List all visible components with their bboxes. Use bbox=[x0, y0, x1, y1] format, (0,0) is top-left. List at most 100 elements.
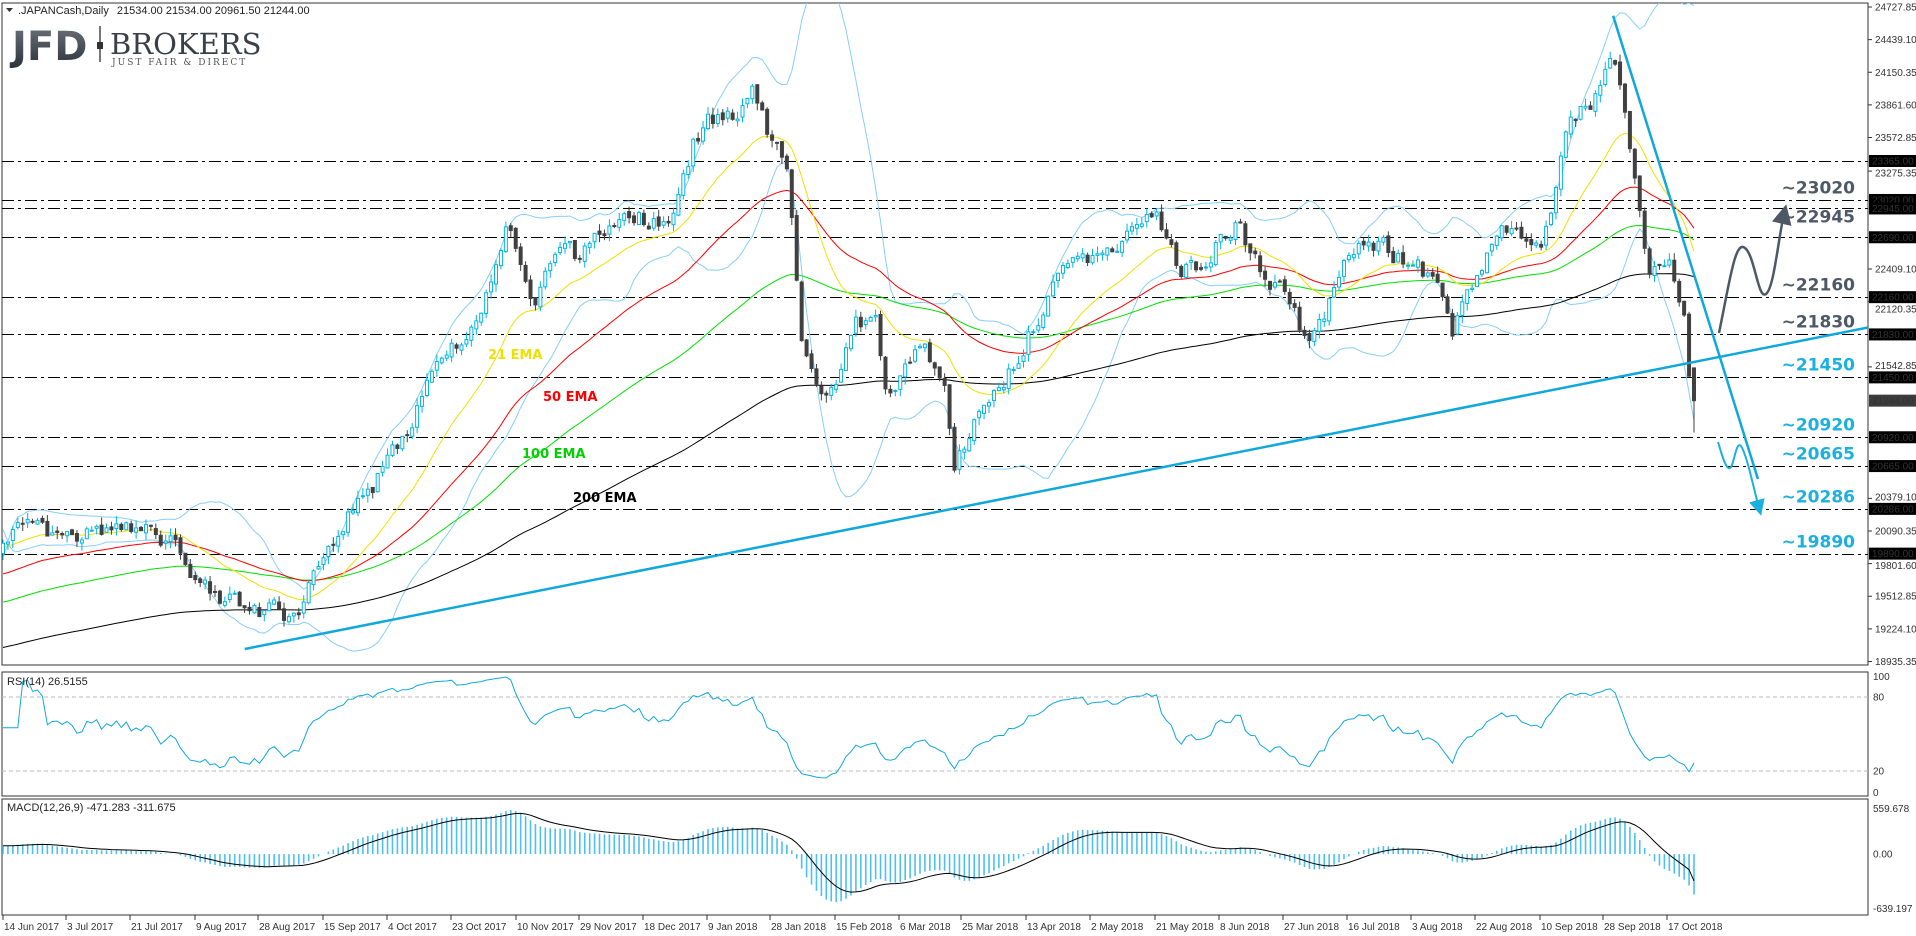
candle-body bbox=[1371, 242, 1376, 251]
candle-body bbox=[242, 605, 247, 609]
level-label: ~23020 bbox=[1782, 179, 1856, 199]
candle-body bbox=[710, 114, 715, 124]
bearish-candle bbox=[1401, 245, 1406, 269]
bearish-candle bbox=[641, 209, 646, 227]
candle-body bbox=[203, 579, 208, 585]
candle-body bbox=[262, 610, 267, 616]
candle-body bbox=[153, 528, 158, 536]
horizontal-levels: ~23020 ~22945 ~22160 ~21830 ~21450 ~20920 ~206… bbox=[2, 161, 1868, 555]
bullish-candle bbox=[1065, 259, 1070, 270]
candle-body bbox=[1391, 250, 1396, 264]
current-price-box bbox=[1869, 394, 1916, 407]
bullish-candle bbox=[479, 312, 484, 326]
candle-body bbox=[646, 225, 651, 230]
candle-body bbox=[1208, 262, 1213, 268]
bearish-candle bbox=[148, 524, 153, 532]
candle-body bbox=[227, 593, 232, 601]
bearish-candle bbox=[1691, 367, 1696, 433]
bullish-candle bbox=[991, 389, 996, 408]
bullish-candle bbox=[972, 418, 977, 446]
bearish-candle bbox=[1657, 263, 1662, 270]
bullish-candle bbox=[1465, 289, 1470, 311]
level-label: ~20920 bbox=[1782, 416, 1856, 436]
level-price-box bbox=[1869, 291, 1916, 304]
candle-body bbox=[883, 356, 888, 390]
candle-body bbox=[1647, 248, 1652, 275]
candle-body bbox=[109, 526, 114, 531]
ema200-label: 200 EMA bbox=[573, 491, 637, 506]
bearish-candle bbox=[1194, 260, 1199, 273]
date-tick-label: 18 Dec 2017 bbox=[644, 922, 701, 933]
macd-tick-label: 559.678 bbox=[1873, 804, 1910, 815]
bullish-candle bbox=[484, 289, 489, 319]
candle-body bbox=[1351, 254, 1356, 259]
candle-body bbox=[89, 529, 94, 532]
bearish-candle bbox=[1263, 266, 1268, 287]
date-tick-label: 15 Sep 2017 bbox=[324, 922, 381, 933]
bullish-candle bbox=[750, 84, 755, 104]
main-panel[interactable] bbox=[1, 2, 1869, 666]
collapse-triangle-icon[interactable] bbox=[6, 8, 13, 12]
bearish-candle bbox=[1174, 240, 1179, 269]
bullish-candle bbox=[1070, 257, 1075, 268]
macd-signal-line bbox=[2, 812, 1695, 893]
bullish-candle bbox=[651, 211, 656, 231]
candle-body bbox=[1129, 226, 1134, 232]
level-price-text: 20286.00 bbox=[1872, 504, 1914, 515]
bullish-candle bbox=[25, 513, 30, 529]
candle-body bbox=[592, 232, 597, 243]
candle-body bbox=[784, 155, 789, 170]
bearish-candle bbox=[1642, 207, 1647, 255]
candle-body bbox=[1218, 234, 1223, 243]
bullish-candle bbox=[434, 354, 439, 377]
bullish-candle bbox=[681, 169, 686, 200]
bullish-candle bbox=[829, 383, 834, 401]
bearish-candle bbox=[30, 518, 35, 524]
bearish-candle bbox=[533, 297, 538, 311]
candle-body bbox=[548, 263, 553, 272]
candle-body bbox=[898, 375, 903, 390]
bearish-candle bbox=[1613, 59, 1618, 67]
level-price-text: 21830.00 bbox=[1872, 330, 1914, 341]
candle-body bbox=[84, 528, 89, 540]
bearish-candle bbox=[612, 222, 617, 229]
bullish-candle bbox=[1203, 261, 1208, 271]
bullish-candle bbox=[321, 552, 326, 571]
level-price-box bbox=[1869, 154, 1916, 167]
candle-body bbox=[1573, 118, 1578, 121]
candle-body bbox=[952, 426, 957, 471]
candle-body bbox=[799, 281, 804, 342]
price-tick-label: 24727.85 bbox=[1875, 3, 1916, 14]
candle-body bbox=[291, 612, 296, 617]
bearish-candle bbox=[1435, 266, 1440, 284]
candle-body bbox=[267, 602, 272, 612]
date-tick-label: 6 Mar 2018 bbox=[900, 922, 951, 933]
rsi-panel[interactable] bbox=[1, 671, 1869, 797]
candle-body bbox=[99, 524, 104, 535]
bullish-candle bbox=[1134, 217, 1139, 236]
candle-body bbox=[1494, 235, 1499, 247]
candle-body bbox=[671, 212, 676, 226]
candle-body bbox=[183, 552, 188, 565]
candle-body bbox=[1553, 186, 1558, 214]
bullish-candle bbox=[134, 520, 139, 539]
bearish-candle bbox=[247, 601, 252, 615]
date-tick-label: 9 Jan 2018 bbox=[708, 922, 758, 933]
candle-body bbox=[957, 450, 962, 470]
candle-body bbox=[232, 592, 237, 595]
bearish-candle bbox=[760, 100, 765, 111]
candle-body bbox=[1105, 247, 1110, 256]
candle-body bbox=[1021, 355, 1026, 363]
candle-body bbox=[765, 108, 770, 135]
bullish-candle bbox=[922, 342, 927, 353]
bullish-candle bbox=[124, 521, 129, 531]
candle-body bbox=[1529, 239, 1534, 246]
bearish-candle bbox=[1110, 246, 1115, 253]
candle-body bbox=[79, 539, 84, 544]
bearish-candle bbox=[405, 430, 410, 443]
bearish-candle bbox=[1282, 275, 1287, 295]
candle-body bbox=[326, 545, 331, 558]
candle-body bbox=[114, 523, 119, 529]
candle-body bbox=[1465, 289, 1470, 304]
